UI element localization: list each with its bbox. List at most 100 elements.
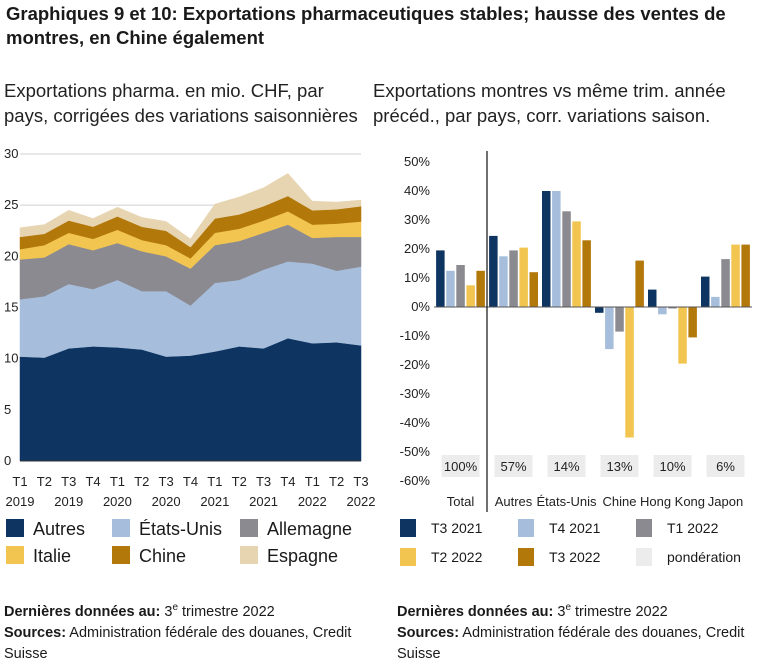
x-tick-year: 2019 — [54, 494, 83, 509]
bar — [615, 307, 624, 332]
category-label: États-Unis — [537, 494, 597, 509]
weight-label: 100% — [444, 459, 478, 474]
x-tick-label: T1 — [110, 474, 125, 489]
legend-label: T1 2022 — [667, 520, 719, 536]
y-tick-label: 0 — [4, 453, 11, 468]
legend-label: États-Unis — [139, 519, 222, 539]
weight-label: 13% — [606, 459, 632, 474]
area-series-espagne — [19, 173, 362, 248]
weight-label: 6% — [716, 459, 735, 474]
weight-label: 10% — [659, 459, 685, 474]
category-label: Chine — [603, 494, 637, 509]
legend-label: T3 2021 — [431, 520, 483, 536]
last-data-num: 3 — [164, 604, 173, 620]
y-tick-label: -10% — [400, 328, 431, 343]
y-tick-label: 15 — [4, 300, 18, 315]
last-data-label: Dernières données au: — [4, 604, 161, 620]
bar — [731, 244, 740, 307]
bar — [625, 307, 634, 438]
bar — [658, 307, 667, 315]
x-tick-label: T2 — [134, 474, 149, 489]
last-data-rest: trimestre 2022 — [178, 604, 275, 620]
last-data-line: Dernières données au: 3e trimestre 2022 — [4, 602, 374, 623]
bar — [562, 211, 571, 307]
legend-swatch — [6, 519, 24, 537]
bar — [635, 260, 644, 307]
legend-swatch — [518, 548, 534, 566]
last-data-rest: trimestre 2022 — [571, 604, 668, 620]
sources-label: Sources: — [397, 625, 460, 641]
bar — [529, 272, 538, 307]
last-data-sup: e — [565, 602, 571, 614]
legend-swatch — [6, 546, 24, 564]
y-tick-label: 30% — [404, 212, 430, 227]
x-tick-label: T4 — [85, 474, 100, 489]
bar — [476, 270, 485, 308]
y-tick-label: -40% — [400, 415, 431, 430]
x-tick-label: T4 — [280, 474, 295, 489]
y-tick-label: 30 — [4, 146, 18, 161]
bar — [721, 259, 730, 307]
legend-label: pondération — [667, 549, 741, 565]
x-tick-label: T4 — [183, 474, 198, 489]
legend-swatch — [400, 519, 416, 537]
x-tick-year: 2022 — [347, 494, 376, 509]
left-chart-subtitle: Exportations pharma. en mio. CHF, par pa… — [4, 80, 358, 126]
legend-swatch — [112, 519, 130, 537]
x-tick-year: 2020 — [103, 494, 132, 509]
y-tick-label: -20% — [400, 357, 431, 372]
bar — [519, 247, 528, 307]
sources-text: Administration fédérale des douanes, Cre… — [4, 625, 352, 662]
bar — [595, 307, 604, 313]
bar — [466, 285, 475, 308]
last-data-line: Dernières données au: 3e trimestre 2022 — [397, 602, 767, 623]
y-tick-label: -30% — [400, 386, 431, 401]
category-label: Autres — [495, 494, 533, 509]
sources-label: Sources: — [4, 625, 67, 641]
y-tick-label: -50% — [400, 444, 431, 459]
category-label: Total — [447, 494, 475, 509]
legend-swatch — [240, 546, 258, 564]
x-tick-year: 2021 — [249, 494, 278, 509]
bar — [741, 244, 750, 307]
last-data-num: 3 — [557, 604, 566, 620]
weight-label: 14% — [553, 459, 579, 474]
bar — [446, 270, 455, 308]
weight-box — [600, 455, 639, 477]
bar — [701, 276, 710, 307]
legend-swatch — [112, 546, 130, 564]
legend-label: Autres — [33, 519, 85, 539]
y-tick-label: -60% — [400, 473, 431, 488]
footer-right: Dernières données au: 3e trimestre 2022 … — [397, 602, 767, 665]
right-chart-subtitle: Exportations montres vs même trim. année… — [373, 80, 726, 126]
bar — [711, 296, 720, 307]
x-tick-label: T3 — [159, 474, 174, 489]
x-tick-label: T3 — [353, 474, 368, 489]
x-tick-label: T2 — [37, 474, 52, 489]
legend-swatch — [636, 519, 652, 537]
bar — [572, 221, 581, 307]
x-tick-label: T3 — [256, 474, 271, 489]
bar — [688, 307, 697, 338]
x-tick-year: 2021 — [200, 494, 229, 509]
x-tick-label: T1 — [207, 474, 222, 489]
y-tick-label: 50% — [404, 154, 430, 169]
legend-label: Allemagne — [267, 519, 352, 539]
legend-swatch — [240, 519, 258, 537]
weight-box — [653, 455, 692, 477]
legend-label: T2 2022 — [431, 549, 483, 565]
bar — [456, 265, 465, 307]
x-tick-label: T2 — [232, 474, 247, 489]
legend-swatch — [400, 548, 416, 566]
y-tick-label: 10% — [404, 270, 430, 285]
legend-label: T3 2022 — [549, 549, 601, 565]
y-tick-label: 0% — [411, 299, 430, 314]
legend-label: T4 2021 — [549, 520, 601, 536]
legend-swatch — [518, 519, 534, 537]
bar — [542, 191, 551, 307]
legend-label: Espagne — [267, 546, 338, 566]
y-tick-label: 25 — [4, 197, 18, 212]
bar — [436, 250, 445, 307]
x-tick-year: 2019 — [6, 494, 35, 509]
x-tick-year: 2020 — [152, 494, 181, 509]
